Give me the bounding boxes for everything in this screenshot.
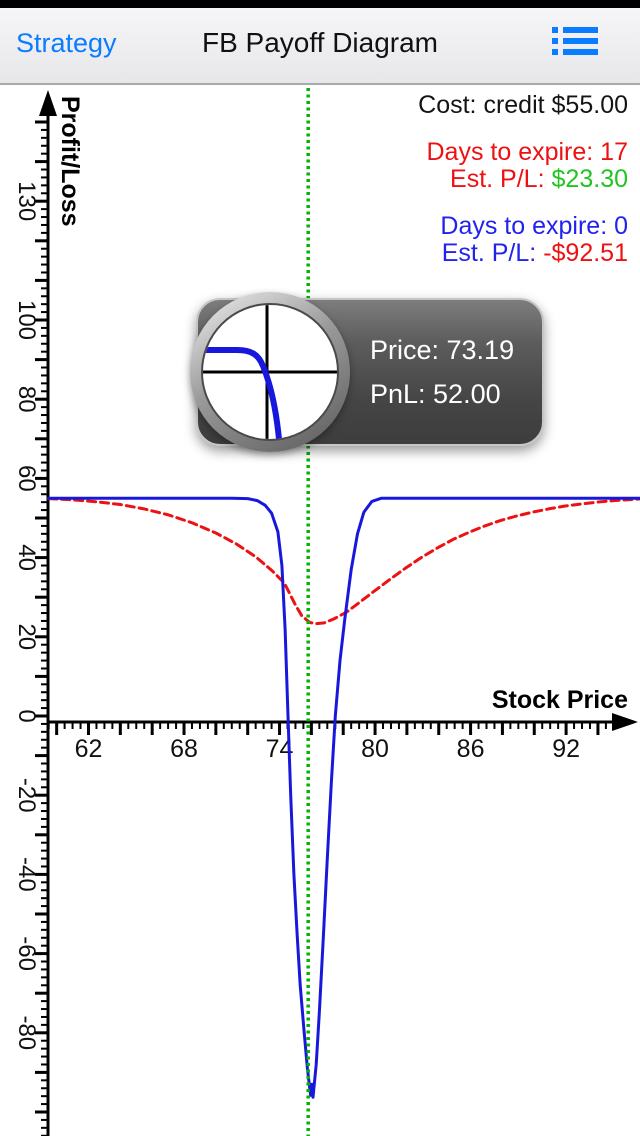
est-pl-0-label: Est. P/L: (441, 239, 537, 267)
y-tick-label: 130 (13, 181, 40, 221)
y-tick-label: -40 (13, 857, 40, 892)
page-title: FB Payoff Diagram (201, 27, 439, 58)
est-pl-17-value: $23.30 (551, 165, 628, 193)
y-tick-label: 100 (13, 300, 40, 340)
days-to-expire-17: Days to expire: 17 (426, 138, 629, 166)
list-icon-row (552, 27, 598, 33)
price-tooltip[interactable]: Price: 73.19 PnL: 52.00 (190, 292, 544, 452)
payoff-chart[interactable]: 62 68 74 80 86 92 Stock Price 130 100 80 60 40 20 0 -2… (0, 85, 640, 1136)
y-tick-label: 20 (13, 623, 40, 650)
loupe-view (201, 303, 339, 441)
x-axis-title: Stock Price (492, 686, 628, 714)
y-tick-label: 0 (13, 709, 40, 722)
est-pl-17: Est. P/L: $23.30 (450, 166, 628, 193)
x-tick-label: 80 (361, 735, 389, 763)
list-icon-row (552, 38, 598, 44)
tooltip-text: Price: 73.19 PnL: 52.00 (370, 328, 514, 416)
y-tick-label: 60 (13, 465, 40, 492)
y-axis-title: Profit/Loss (56, 96, 84, 227)
cost-annotation: Cost: credit $55.00 (418, 91, 628, 119)
y-tick-label: -20 (13, 778, 40, 813)
magnifier-loupe-icon (190, 292, 350, 452)
series-dashed (47, 497, 640, 626)
loupe-crosshair-graphic (203, 305, 337, 439)
y-axis-arrow-icon (39, 90, 57, 116)
status-bar (0, 0, 640, 8)
y-tick-label: -80 (13, 1015, 40, 1050)
series-solid (47, 496, 640, 1099)
est-pl-0: Est. P/L: -$92.51 (442, 240, 628, 267)
navigation-bar: Strategy FB Payoff Diagram (0, 8, 640, 85)
y-tick-label: -60 (13, 936, 40, 971)
y-tick-label: 40 (13, 544, 40, 571)
x-tick-label: 62 (75, 735, 103, 763)
est-pl-0-value: -$92.51 (543, 239, 628, 267)
list-icon[interactable] (552, 27, 598, 59)
est-pl-17-label: Est. P/L: (450, 165, 545, 193)
days-to-expire-0: Days to expire: 0 (440, 212, 628, 240)
x-tick-label: 68 (170, 735, 198, 763)
list-icon-row (552, 49, 598, 55)
x-axis-arrow-icon (612, 713, 638, 731)
x-tick-label: 86 (457, 735, 485, 763)
back-button[interactable]: Strategy (16, 28, 117, 58)
y-tick-label: 80 (13, 386, 40, 413)
tooltip-pnl: PnL: 52.00 (370, 379, 501, 409)
x-tick-label: 92 (552, 735, 580, 763)
tooltip-price: Price: 73.19 (370, 335, 515, 365)
